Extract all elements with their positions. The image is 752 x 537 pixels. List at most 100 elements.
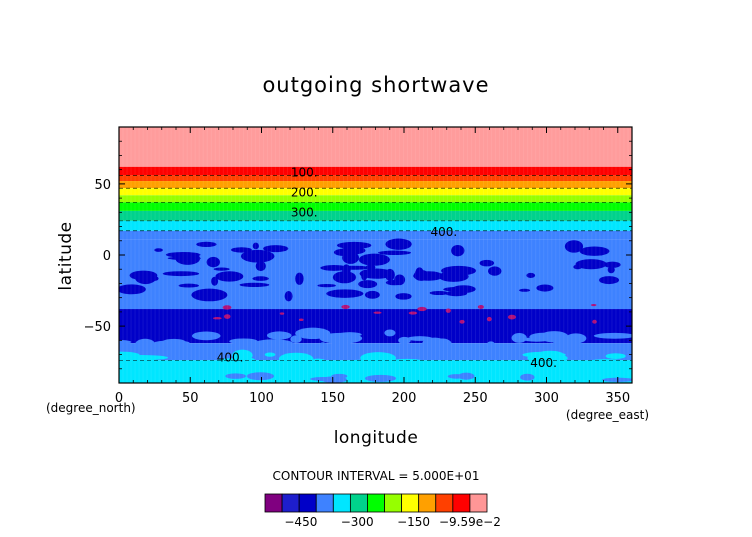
field-patch bbox=[280, 356, 294, 367]
field-patch bbox=[253, 339, 294, 349]
field-patch bbox=[215, 271, 244, 282]
field-speck bbox=[298, 318, 304, 322]
colorbar-swatch bbox=[332, 493, 351, 513]
field-speck bbox=[445, 308, 451, 313]
field-speck bbox=[592, 319, 597, 324]
colorbar bbox=[264, 493, 488, 513]
field-patch bbox=[603, 261, 621, 268]
field-patch bbox=[415, 267, 424, 281]
contour-label: 100. bbox=[291, 166, 318, 180]
contour-labels: 100. 200. 300. 400. 400. 400. bbox=[217, 166, 557, 371]
y-axis-unit: (degree_north) bbox=[46, 401, 136, 415]
field-patch bbox=[154, 345, 168, 353]
field-speck bbox=[477, 304, 484, 309]
field-speck bbox=[223, 314, 231, 319]
field-patch bbox=[443, 286, 471, 292]
field-patch bbox=[378, 250, 412, 255]
field-patch bbox=[511, 332, 527, 343]
field-speck bbox=[279, 312, 285, 315]
y-tick-label: 0 bbox=[103, 249, 111, 264]
x-tick-label: 250 bbox=[463, 391, 488, 406]
contour-band bbox=[119, 166, 632, 176]
y-tick-label: 50 bbox=[94, 178, 111, 193]
field-patch bbox=[479, 259, 495, 267]
contour-band bbox=[119, 202, 632, 211]
field-patch bbox=[331, 373, 348, 379]
field-patch bbox=[326, 289, 364, 298]
contour-band bbox=[119, 230, 632, 240]
contour-field bbox=[119, 127, 632, 383]
field-patch bbox=[593, 332, 632, 339]
field-patch bbox=[162, 271, 200, 277]
field-speck bbox=[212, 317, 222, 320]
field-patch bbox=[225, 373, 246, 379]
field-patch bbox=[306, 358, 330, 372]
x-tick-label: 100 bbox=[249, 391, 274, 406]
colorbar-labels: −450 −300 −150 −9.59e−2 bbox=[284, 515, 500, 529]
field-patch bbox=[295, 272, 304, 285]
field-speck bbox=[408, 311, 418, 315]
field-patch bbox=[564, 240, 584, 253]
field-patch bbox=[242, 357, 257, 367]
contour-band bbox=[119, 127, 632, 167]
field-patch bbox=[321, 335, 357, 341]
field-patch bbox=[518, 288, 531, 292]
contour-interval-label: CONTOUR INTERVAL = 5.000E+01 bbox=[273, 469, 480, 483]
field-patch bbox=[336, 241, 372, 249]
field-patch bbox=[213, 267, 230, 271]
field-patch bbox=[526, 272, 536, 278]
field-patch bbox=[594, 365, 619, 373]
field-patch bbox=[364, 290, 380, 299]
field-patch bbox=[438, 271, 469, 282]
contour-label: 400. bbox=[530, 356, 557, 370]
field-patch bbox=[358, 253, 390, 266]
colorbar-swatch bbox=[469, 493, 488, 513]
field-patch bbox=[488, 266, 502, 276]
field-patch bbox=[579, 246, 610, 256]
field-patch bbox=[384, 358, 430, 371]
y-axis-label: latitude bbox=[56, 221, 76, 290]
field-patch bbox=[201, 294, 210, 298]
field-patch bbox=[119, 339, 132, 345]
field-patch bbox=[335, 265, 371, 270]
contour-label: 200. bbox=[291, 185, 318, 199]
field-patch bbox=[536, 350, 564, 360]
field-patch bbox=[154, 340, 190, 345]
field-patch bbox=[266, 331, 292, 340]
field-patch bbox=[148, 361, 163, 372]
colorbar-swatch bbox=[418, 493, 437, 513]
field-patch bbox=[263, 245, 289, 253]
field-speck bbox=[486, 316, 492, 322]
colorbar-swatch bbox=[435, 493, 454, 513]
field-patch bbox=[601, 377, 632, 382]
contour-band bbox=[119, 195, 632, 203]
field-patch bbox=[385, 238, 412, 250]
field-patch bbox=[246, 372, 274, 381]
field-patch bbox=[458, 372, 475, 380]
chart-title: outgoing shortwave bbox=[262, 73, 489, 97]
field-patch bbox=[332, 271, 357, 284]
colorbar-swatch bbox=[281, 493, 300, 513]
field-patch bbox=[119, 343, 133, 351]
x-tick-label: 300 bbox=[534, 391, 559, 406]
contour-label: 400. bbox=[217, 350, 244, 364]
field-patch bbox=[175, 252, 201, 265]
field-patch bbox=[119, 284, 146, 295]
field-patch bbox=[384, 329, 396, 337]
field-patch bbox=[395, 293, 412, 300]
colorbar-swatch bbox=[384, 493, 403, 513]
x-tick-label: 150 bbox=[320, 391, 345, 406]
contour-band bbox=[119, 188, 632, 196]
field-patch bbox=[119, 355, 168, 361]
contour-band bbox=[119, 210, 632, 221]
field-patch bbox=[346, 359, 374, 366]
contour-band bbox=[119, 181, 632, 189]
field-patch bbox=[318, 342, 327, 350]
field-speck bbox=[590, 303, 597, 307]
field-patch bbox=[191, 331, 221, 341]
colorbar-swatch bbox=[349, 493, 368, 513]
field-patch bbox=[229, 338, 258, 345]
field-patch bbox=[359, 268, 394, 279]
